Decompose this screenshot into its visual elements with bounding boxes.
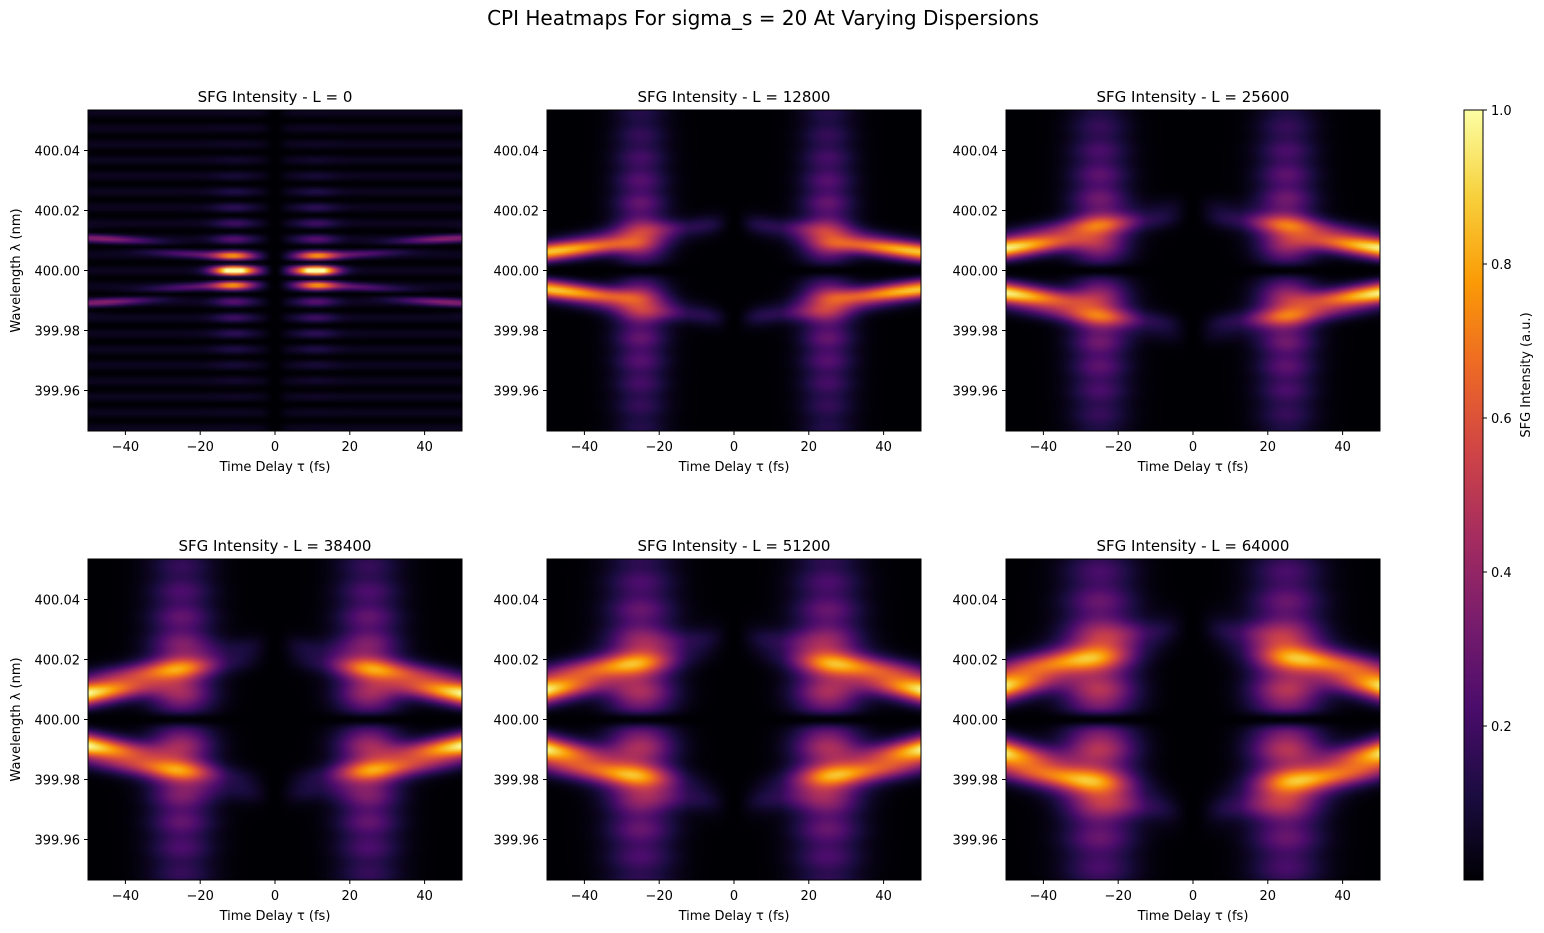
colorbar-tick-label: 0.4 (1491, 566, 1512, 581)
x-axis-label: Time Delay τ (fs) (678, 909, 790, 924)
y-tick-label: 399.96 (35, 385, 81, 400)
y-axis-label: Wavelength λ (nm) (9, 208, 24, 332)
y-tick-label: 400.02 (953, 205, 999, 220)
x-axis-label: Time Delay τ (fs) (219, 460, 331, 475)
x-tick-label: 40 (875, 440, 892, 455)
panel-title: SFG Intensity - L = 64000 (1097, 537, 1290, 555)
y-tick-label: 399.96 (494, 385, 540, 400)
y-tick-label: 400.04 (953, 145, 999, 160)
x-axis-label: Time Delay τ (fs) (678, 460, 790, 475)
x-tick-label: 20 (1260, 889, 1277, 904)
x-tick-label: 20 (342, 440, 359, 455)
colorbar-tick-label: 0.6 (1491, 412, 1512, 427)
x-tick-label: 20 (801, 440, 818, 455)
y-tick-label: 400.00 (35, 714, 81, 729)
colorbar-tick-label: 1.0 (1491, 104, 1512, 119)
y-tick-label: 400.00 (494, 714, 540, 729)
colorbar-tick-label: 0.8 (1491, 258, 1512, 273)
x-axis-label: Time Delay τ (fs) (219, 909, 331, 924)
y-tick-label: 400.00 (953, 265, 999, 280)
x-tick-label: 0 (271, 889, 279, 904)
heatmap-panel-4: SFG Intensity - L = 38400 −40 −20 0 20 40 399.… (9, 537, 463, 924)
y-tick-label: 400.02 (35, 654, 81, 669)
heatmap-image (88, 110, 462, 431)
y-tick-label: 400.04 (494, 594, 540, 609)
x-tick-label: −40 (571, 440, 598, 455)
x-tick-label: −20 (645, 889, 672, 904)
y-tick-label: 399.96 (35, 834, 81, 849)
x-tick-label: 40 (875, 889, 892, 904)
x-tick-label: 0 (1189, 889, 1197, 904)
x-tick-label: 0 (1189, 440, 1197, 455)
x-tick-label: 0 (730, 440, 738, 455)
y-tick-label: 400.00 (494, 265, 540, 280)
y-tick-label: 399.96 (953, 385, 999, 400)
panel-title: SFG Intensity - L = 12800 (638, 88, 831, 106)
heatmap-image (1006, 110, 1380, 431)
x-tick-label: −40 (571, 889, 598, 904)
panel-title: SFG Intensity - L = 0 (198, 88, 353, 106)
y-tick-label: 399.96 (953, 834, 999, 849)
heatmap-panel-3: SFG Intensity - L = 25600 −40 −20 0 20 40 399.… (953, 88, 1381, 475)
heatmap-panel-6: SFG Intensity - L = 64000 −40 −20 0 20 40 399.… (953, 537, 1381, 924)
heatmap-image (1006, 559, 1380, 880)
heatmap-panel-1: SFG Intensity - L = 0 −40 −20 0 20 40 399.96 39… (9, 88, 463, 475)
colorbar-frame (1463, 109, 1484, 881)
heatmap-image (88, 559, 462, 880)
x-axis-label: Time Delay τ (fs) (1137, 909, 1249, 924)
colorbar: 0.2 0.4 0.6 0.8 1.0 SFG Intensity (a.u.) (1463, 104, 1534, 881)
x-tick-label: −20 (1104, 889, 1131, 904)
y-tick-label: 399.98 (953, 774, 999, 789)
heatmap-panel-5: SFG Intensity - L = 51200 −40 −20 0 20 40 399.… (494, 537, 922, 924)
y-tick-label: 400.02 (494, 654, 540, 669)
y-tick-label: 400.04 (494, 145, 540, 160)
x-tick-label: 0 (730, 889, 738, 904)
heatmap-image (547, 110, 921, 431)
x-tick-label: −40 (1030, 440, 1057, 455)
heatmap-panels: SFG Intensity - L = 0 −40 −20 0 20 40 399.96 39… (9, 88, 1381, 924)
y-tick-label: 399.98 (494, 774, 540, 789)
y-tick-label: 399.98 (953, 325, 999, 340)
x-tick-label: −40 (112, 440, 139, 455)
figure-suptitle: CPI Heatmaps For sigma_s = 20 At Varying… (487, 6, 1039, 30)
x-tick-label: −20 (186, 889, 213, 904)
y-tick-label: 399.98 (35, 774, 81, 789)
y-tick-label: 400.00 (953, 714, 999, 729)
x-tick-label: 0 (271, 440, 279, 455)
x-tick-label: −40 (112, 889, 139, 904)
x-tick-label: 40 (416, 440, 433, 455)
panel-title: SFG Intensity - L = 38400 (179, 537, 372, 555)
x-axis-label: Time Delay τ (fs) (1137, 460, 1249, 475)
heatmap-panel-2: SFG Intensity - L = 12800 −40 −20 0 20 40 399.… (494, 88, 922, 475)
panel-title: SFG Intensity - L = 25600 (1097, 88, 1290, 106)
x-tick-label: −20 (645, 440, 672, 455)
colorbar-gradient (1464, 110, 1483, 880)
y-tick-label: 399.98 (494, 325, 540, 340)
panel-title: SFG Intensity - L = 51200 (638, 537, 831, 555)
x-tick-label: 40 (416, 889, 433, 904)
x-tick-label: −40 (1030, 889, 1057, 904)
x-tick-label: 40 (1334, 889, 1351, 904)
colorbar-tick-label: 0.2 (1491, 720, 1512, 735)
x-tick-label: 20 (1260, 440, 1277, 455)
colorbar-label: SFG Intensity (a.u.) (1519, 312, 1534, 437)
x-tick-label: −20 (1104, 440, 1131, 455)
y-tick-label: 400.02 (494, 205, 540, 220)
y-axis-label: Wavelength λ (nm) (9, 657, 24, 781)
x-tick-label: 20 (801, 889, 818, 904)
y-tick-label: 400.00 (35, 265, 81, 280)
y-tick-label: 400.04 (35, 145, 81, 160)
y-tick-label: 399.98 (35, 325, 81, 340)
y-tick-label: 400.02 (953, 654, 999, 669)
x-tick-label: 20 (342, 889, 359, 904)
x-tick-label: 40 (1334, 440, 1351, 455)
heatmap-image (547, 559, 921, 880)
x-tick-label: −20 (186, 440, 213, 455)
y-tick-label: 399.96 (494, 834, 540, 849)
y-tick-label: 400.04 (953, 594, 999, 609)
y-tick-label: 400.04 (35, 594, 81, 609)
y-tick-label: 400.02 (35, 205, 81, 220)
